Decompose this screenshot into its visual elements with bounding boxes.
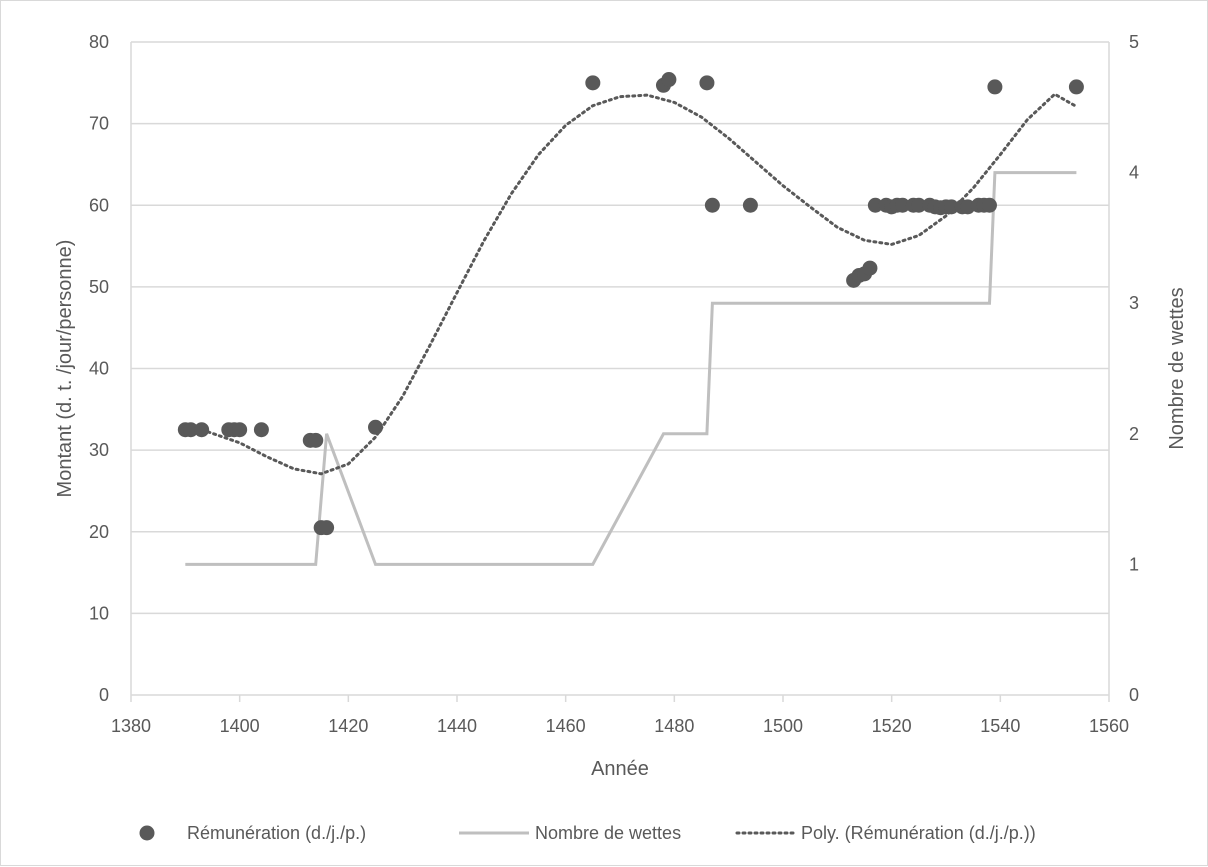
y2-tick-label: 0 xyxy=(1129,685,1139,705)
legend: Rémunération (d./j./p.) Nombre de wettes… xyxy=(139,823,1036,843)
y-tick-label: 60 xyxy=(89,195,109,215)
legend-label-nombre-wettes: Nombre de wettes xyxy=(535,823,681,843)
remuneration-point xyxy=(742,197,758,213)
y-tick-label: 80 xyxy=(89,32,109,52)
x-tick-label: 1500 xyxy=(763,716,803,736)
x-tick-label: 1440 xyxy=(437,716,477,736)
y-tick-label: 20 xyxy=(89,522,109,542)
x-tick-label: 1380 xyxy=(111,716,151,736)
wettes-series-line xyxy=(185,171,1077,566)
remuneration-point xyxy=(232,422,248,438)
y-tick-label: 50 xyxy=(89,277,109,297)
remuneration-point xyxy=(319,520,335,536)
remuneration-point xyxy=(661,72,677,88)
legend-item-nombre-wettes[interactable]: Nombre de wettes xyxy=(459,823,681,843)
remuneration-point xyxy=(987,79,1003,95)
x-tick-label: 1480 xyxy=(654,716,694,736)
legend-item-remuneration[interactable]: Rémunération (d./j./p.) xyxy=(139,823,367,843)
legend-item-poly-trend[interactable]: Poly. (Rémunération (d./j./p.)) xyxy=(735,823,1036,843)
y2-tick-label: 3 xyxy=(1129,293,1139,313)
y-tick-label: 30 xyxy=(89,440,109,460)
x-axis-title: Année xyxy=(591,758,649,780)
legend-marker-scatter-icon xyxy=(139,825,155,841)
remuneration-point xyxy=(867,197,883,213)
legend-label-poly-trend: Poly. (Rémunération (d./j./p.)) xyxy=(801,823,1036,843)
tick-labels: 0 10 20 30 40 50 60 70 80 0 1 2 3 4 5 1380 1400 1420 1440 1… xyxy=(89,32,1139,736)
gridlines xyxy=(131,41,1109,615)
remuneration-point xyxy=(183,422,199,438)
remuneration-point xyxy=(585,75,601,91)
axes xyxy=(130,42,1110,702)
remuneration-point xyxy=(862,260,878,276)
x-tick-label: 1520 xyxy=(872,716,912,736)
y-tick-label: 70 xyxy=(89,114,109,134)
remuneration-point xyxy=(699,75,715,91)
remuneration-point xyxy=(943,199,959,215)
y2-axis-title: Nombre de wettes xyxy=(1166,287,1188,449)
remuneration-point xyxy=(704,197,720,213)
series xyxy=(177,72,1084,566)
remuneration-point xyxy=(194,422,210,438)
y-axis-title: Montant (d. t. /jour/personne) xyxy=(54,240,76,498)
y2-tick-label: 2 xyxy=(1129,424,1139,444)
remuneration-point xyxy=(308,432,324,448)
y2-tick-label: 5 xyxy=(1129,32,1139,52)
x-tick-label: 1420 xyxy=(328,716,368,736)
remuneration-point xyxy=(1068,79,1084,95)
y-tick-label: 10 xyxy=(89,603,109,623)
y-tick-label: 0 xyxy=(99,685,109,705)
poly-trendline xyxy=(183,92,1078,476)
remuneration-point xyxy=(981,197,997,213)
y2-tick-label: 4 xyxy=(1129,163,1139,183)
y2-tick-label: 1 xyxy=(1129,554,1139,574)
remuneration-point xyxy=(368,419,383,435)
legend-label-remuneration: Rémunération (d./j./p.) xyxy=(187,823,366,843)
remuneration-point xyxy=(895,197,911,213)
x-tick-label: 1540 xyxy=(980,716,1020,736)
y-tick-label: 40 xyxy=(89,359,109,379)
x-tick-label: 1400 xyxy=(220,716,260,736)
remuneration-point xyxy=(911,197,927,213)
x-tick-label: 1560 xyxy=(1089,716,1129,736)
remuneration-point xyxy=(253,422,269,438)
x-tick-label: 1460 xyxy=(546,716,586,736)
